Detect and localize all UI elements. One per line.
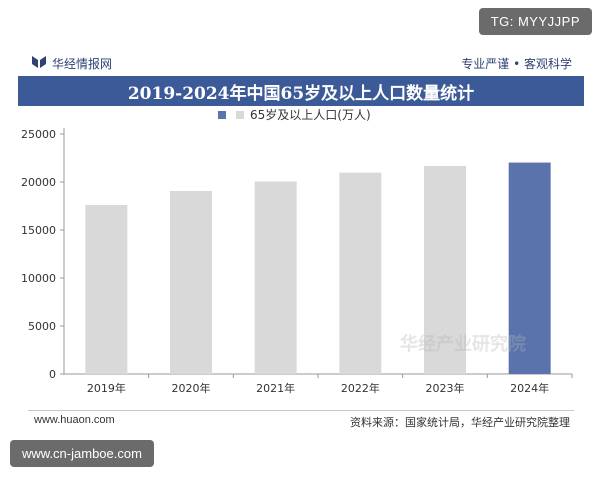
footer-website: www.huaon.com bbox=[34, 414, 115, 426]
x-tick-label: 2022年 bbox=[341, 381, 380, 395]
footer-divider bbox=[28, 410, 574, 411]
watermark: 华经产业研究院 bbox=[400, 334, 526, 355]
bar bbox=[170, 190, 212, 374]
telegram-badge: TG: MYYJJPP bbox=[478, 8, 592, 35]
brand-slogan: 专业严谨 • 客观科学 bbox=[461, 57, 572, 71]
chart-title-bar: 2019-2024年中国65岁及以上人口数量统计 bbox=[18, 76, 584, 106]
bar bbox=[339, 172, 382, 374]
y-tick-label: 25000 bbox=[21, 128, 56, 141]
bar bbox=[85, 205, 128, 374]
y-tick-label: 20000 bbox=[21, 176, 56, 189]
brand-row: 华经情报网 专业严谨 • 客观科学 bbox=[18, 54, 584, 72]
y-tick-label: 10000 bbox=[21, 272, 56, 285]
x-tick-label: 2019年 bbox=[87, 381, 126, 395]
bar-chart: 65岁及以上人口(万人) 0 5000 10000 15000 20000 25000 201… bbox=[21, 107, 573, 395]
x-tick-label: 2023年 bbox=[426, 381, 465, 395]
bar bbox=[254, 181, 297, 374]
footer-source: 资料来源：国家统计局，华经产业研究院整理 bbox=[350, 416, 570, 429]
legend-swatch bbox=[236, 111, 244, 119]
x-tick-label: 2021年 bbox=[256, 381, 295, 395]
legend-swatch-highlight bbox=[218, 111, 226, 119]
x-tick-label: 2020年 bbox=[172, 381, 211, 395]
bar bbox=[424, 165, 466, 374]
chart-card: 华经情报网 专业严谨 • 客观科学 2019-2024年中国65岁及以上人口数量… bbox=[18, 48, 584, 430]
bar bbox=[508, 162, 551, 374]
source-site-badge: www.cn-jamboe.com bbox=[10, 440, 154, 467]
legend-label: 65岁及以上人口(万人) bbox=[250, 107, 371, 122]
y-tick-label: 5000 bbox=[28, 320, 56, 333]
brand-name: 华经情报网 bbox=[52, 57, 113, 71]
brand-logo-icon bbox=[32, 56, 46, 68]
x-tick-label: 2024年 bbox=[510, 381, 549, 395]
y-tick-label: 15000 bbox=[21, 224, 56, 237]
y-tick-label: 0 bbox=[49, 368, 56, 381]
chart-title: 2019-2024年中国65岁及以上人口数量统计 bbox=[127, 83, 475, 104]
